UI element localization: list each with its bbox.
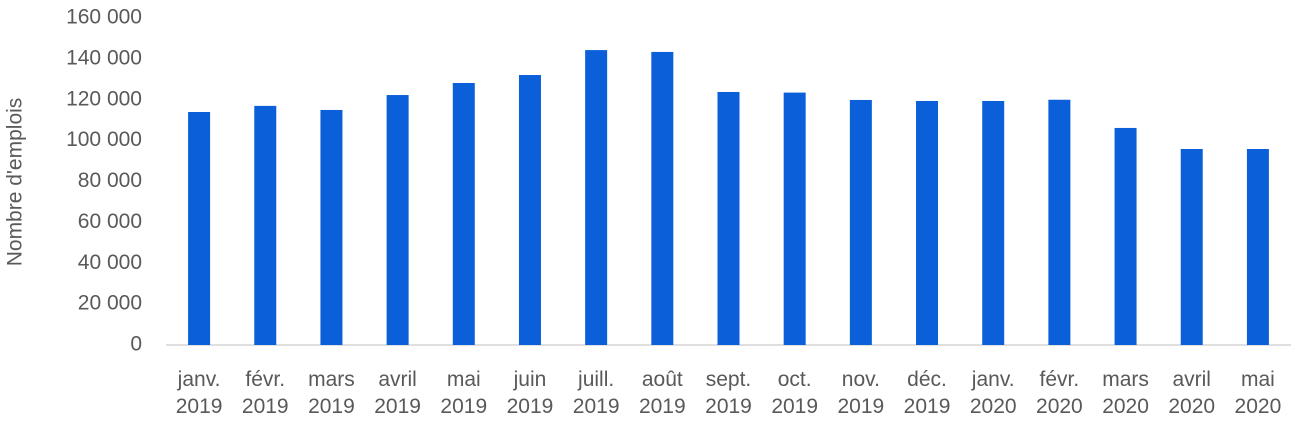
y-tick-label: 40 000 (78, 251, 142, 274)
x-tick-label: févr. 2020 (1036, 368, 1083, 418)
x-tick-label: janv. 2019 (175, 368, 223, 418)
x-tick-label: mai 2019 (440, 368, 488, 418)
bar (386, 95, 409, 345)
y-tick-label: 100 000 (66, 128, 142, 151)
x-tick-label: mai 2020 (1234, 368, 1282, 418)
x-tick-label: oct. 2019 (771, 368, 819, 418)
y-axis-title: Nombre d'emplois (4, 98, 27, 267)
x-tick-label: avril 2019 (374, 368, 421, 418)
bar (320, 109, 343, 345)
bar (1048, 99, 1071, 345)
y-tick-label: 140 000 (66, 46, 142, 69)
y-tick-label: 80 000 (78, 169, 142, 192)
bar (916, 100, 939, 345)
x-tick-label: juill. 2019 (572, 368, 620, 418)
x-tick-label: nov. 2019 (837, 368, 885, 418)
bar (188, 112, 211, 345)
bar (254, 105, 277, 345)
y-tick-label: 160 000 (66, 6, 142, 29)
x-tick-label: févr. 2019 (241, 368, 289, 418)
bar (651, 51, 674, 346)
x-tick-label: sept. 2019 (705, 368, 752, 418)
x-tick-label: janv. 2020 (969, 368, 1017, 418)
bar (1246, 149, 1269, 345)
x-tick-label: juin 2019 (506, 368, 554, 418)
bar (982, 100, 1005, 345)
y-tick-label: 120 000 (66, 87, 142, 110)
x-tick-label: mars 2019 (308, 368, 355, 418)
x-tick-label: mars 2020 (1102, 368, 1149, 418)
bar (1114, 127, 1137, 345)
y-tick-label: 0 (130, 333, 142, 356)
bar (849, 99, 872, 345)
x-tick-label: août 2019 (638, 368, 686, 418)
bar (518, 75, 541, 345)
bar (717, 91, 740, 345)
x-tick-label: déc. 2019 (903, 368, 951, 418)
bar (1180, 149, 1203, 345)
y-tick-label: 60 000 (78, 210, 142, 233)
y-tick-label: 20 000 (78, 292, 142, 315)
bar (783, 92, 806, 345)
bar (585, 50, 608, 345)
x-tick-label: avril 2020 (1168, 368, 1216, 418)
bar (452, 82, 475, 346)
